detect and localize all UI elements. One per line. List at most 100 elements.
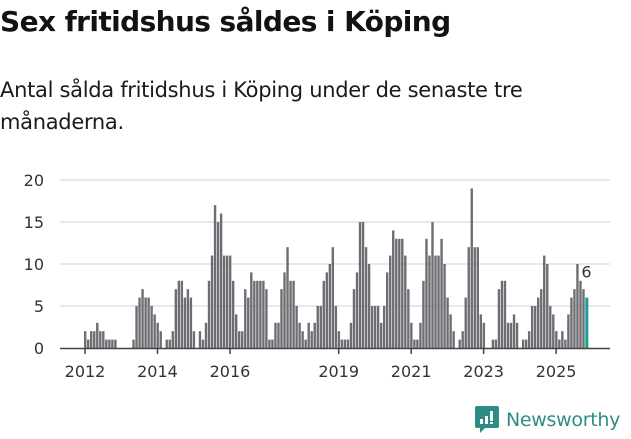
bar bbox=[180, 280, 184, 348]
bar bbox=[497, 289, 501, 348]
bar bbox=[150, 306, 153, 348]
bar bbox=[213, 205, 217, 348]
bar bbox=[470, 188, 473, 348]
bar bbox=[256, 280, 259, 348]
bar bbox=[349, 322, 353, 348]
bar bbox=[147, 297, 150, 348]
bar bbox=[204, 322, 208, 348]
x-tick-label: 2012 bbox=[65, 362, 106, 381]
bar bbox=[537, 297, 540, 348]
bar bbox=[93, 331, 96, 348]
bar bbox=[322, 280, 325, 348]
bar bbox=[476, 247, 479, 348]
x-tick-label: 2021 bbox=[391, 362, 432, 381]
bar bbox=[313, 322, 316, 348]
bar bbox=[491, 339, 495, 348]
bar bbox=[177, 280, 181, 348]
bar bbox=[564, 339, 567, 348]
bar bbox=[238, 331, 241, 348]
bar bbox=[319, 306, 322, 348]
bar bbox=[443, 264, 446, 348]
bar bbox=[461, 331, 464, 348]
highlight-bar bbox=[585, 297, 589, 348]
bar bbox=[210, 255, 214, 348]
bar bbox=[183, 297, 187, 348]
bar bbox=[340, 339, 344, 348]
gridlines bbox=[60, 179, 610, 307]
bar bbox=[540, 289, 543, 348]
bar bbox=[108, 339, 111, 348]
x-tick-label: 2023 bbox=[463, 362, 504, 381]
bar bbox=[141, 289, 144, 348]
bar bbox=[198, 331, 202, 348]
bar bbox=[446, 297, 449, 348]
bar bbox=[298, 322, 301, 348]
bar bbox=[144, 297, 147, 348]
bar bbox=[500, 280, 504, 348]
bar bbox=[401, 238, 404, 348]
bar bbox=[473, 247, 476, 348]
bar bbox=[156, 322, 159, 348]
bar bbox=[346, 339, 350, 348]
bar bbox=[271, 339, 274, 348]
bar bbox=[283, 272, 286, 348]
bar bbox=[84, 331, 87, 348]
bar bbox=[192, 331, 196, 348]
bar bbox=[373, 306, 377, 348]
bar bbox=[407, 289, 410, 348]
bar bbox=[395, 238, 398, 348]
bar bbox=[241, 331, 244, 348]
bar bbox=[434, 255, 437, 348]
bar bbox=[135, 306, 138, 348]
bar bbox=[99, 331, 102, 348]
bar bbox=[316, 306, 319, 348]
bar bbox=[376, 306, 380, 348]
bar bbox=[268, 339, 271, 348]
bar bbox=[370, 306, 374, 348]
bar bbox=[277, 322, 280, 348]
bar bbox=[524, 339, 528, 348]
bar-chart: 0 5 10 15 20 2012 2014 2016 2019 2021 2023 2025 6 bbox=[24, 171, 610, 381]
bar bbox=[555, 331, 558, 348]
y-tick-label: 5 bbox=[34, 297, 44, 316]
bar bbox=[159, 331, 162, 348]
bar bbox=[295, 306, 298, 348]
bar bbox=[521, 339, 525, 348]
bar bbox=[289, 280, 292, 348]
x-tick-label: 2025 bbox=[536, 362, 577, 381]
y-tick-label: 15 bbox=[24, 213, 44, 232]
bar bbox=[286, 247, 289, 348]
bar bbox=[328, 264, 332, 348]
x-tick-label: 2014 bbox=[137, 362, 178, 381]
bar bbox=[419, 322, 422, 348]
bar bbox=[111, 339, 114, 348]
bar bbox=[527, 331, 531, 348]
bar bbox=[449, 314, 452, 348]
bar bbox=[304, 339, 307, 348]
bar bbox=[132, 339, 135, 348]
y-axis-labels: 0 5 10 15 20 bbox=[24, 171, 44, 358]
bar bbox=[389, 255, 392, 348]
bar bbox=[343, 339, 347, 348]
x-tick-label: 2016 bbox=[210, 362, 251, 381]
bar bbox=[382, 306, 386, 348]
bar bbox=[259, 280, 262, 348]
bar bbox=[552, 314, 555, 348]
bar bbox=[413, 339, 416, 348]
bar bbox=[352, 289, 356, 348]
bar bbox=[280, 289, 283, 348]
bar bbox=[458, 339, 461, 348]
bar bbox=[87, 339, 90, 348]
bar bbox=[533, 306, 537, 348]
newsworthy-logo[interactable]: Newsworthy bbox=[475, 406, 620, 434]
bar bbox=[331, 247, 335, 348]
bar bbox=[567, 314, 570, 348]
y-tick-label: 20 bbox=[24, 171, 44, 190]
bars bbox=[84, 188, 589, 348]
bar bbox=[325, 272, 328, 348]
bar bbox=[425, 238, 428, 348]
bar bbox=[379, 322, 383, 348]
bar bbox=[201, 339, 205, 348]
x-axis: 2012 2014 2016 2019 2021 2023 2025 bbox=[60, 347, 610, 381]
bar bbox=[404, 255, 407, 348]
